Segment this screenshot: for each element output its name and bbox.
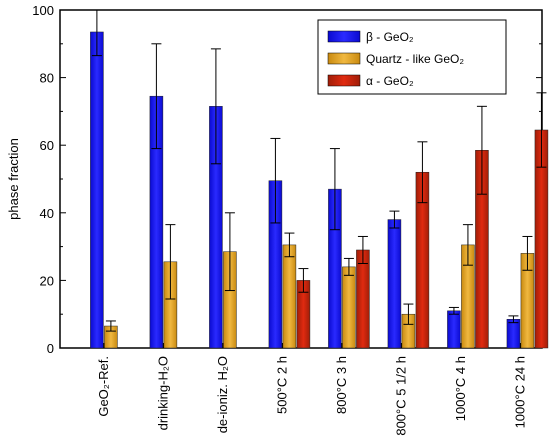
legend-label-alpha: α - GeO₂ [366, 74, 414, 88]
x-tick-label: 1000°C 24 h [512, 356, 527, 428]
y-tick-label: 60 [40, 138, 54, 153]
legend: β - GeO₂ Quartz - like GeO₂ α - GeO₂ [317, 19, 507, 95]
y-tick-label: 40 [40, 206, 54, 221]
x-tick-label: 1000°C 4 h [453, 356, 468, 421]
y-axis-label: phase fraction [6, 138, 21, 220]
x-tick-label: 800°C 3 h [334, 356, 349, 414]
x-tick-label: drinking-H₂O [155, 356, 170, 430]
x-axis: GeO₂-Ref. drinking-H₂O de-ioniz. H₂O 500°C … [96, 343, 527, 436]
x-tick-label: GeO₂-Ref. [96, 356, 111, 417]
legend-swatch-beta [327, 30, 361, 43]
y-tick-label: 80 [40, 71, 54, 86]
legend-label-quartz: Quartz - like GeO₂ [366, 52, 464, 66]
bar-alpha [356, 249, 370, 349]
x-tick-label: de-ioniz. H₂O [215, 356, 230, 433]
bar-beta [447, 310, 461, 349]
bar-beta [506, 319, 521, 349]
x-tick-label: 800°C 5 1/2 h [393, 356, 408, 436]
bar-beta [90, 31, 104, 349]
y-tick-label: 0 [47, 341, 54, 356]
bar-quartz [282, 244, 297, 349]
legend-swatch-alpha [327, 74, 361, 87]
x-tick-label: 500°C 2 h [274, 356, 289, 414]
legend-swatch-quartz [327, 52, 361, 65]
bars [90, 10, 549, 349]
legend-label-beta: β - GeO₂ [366, 30, 414, 44]
y-tick-label: 20 [40, 273, 54, 288]
y-tick-label: 100 [32, 3, 54, 18]
bar-beta [387, 219, 402, 349]
bar-quartz [342, 266, 356, 349]
